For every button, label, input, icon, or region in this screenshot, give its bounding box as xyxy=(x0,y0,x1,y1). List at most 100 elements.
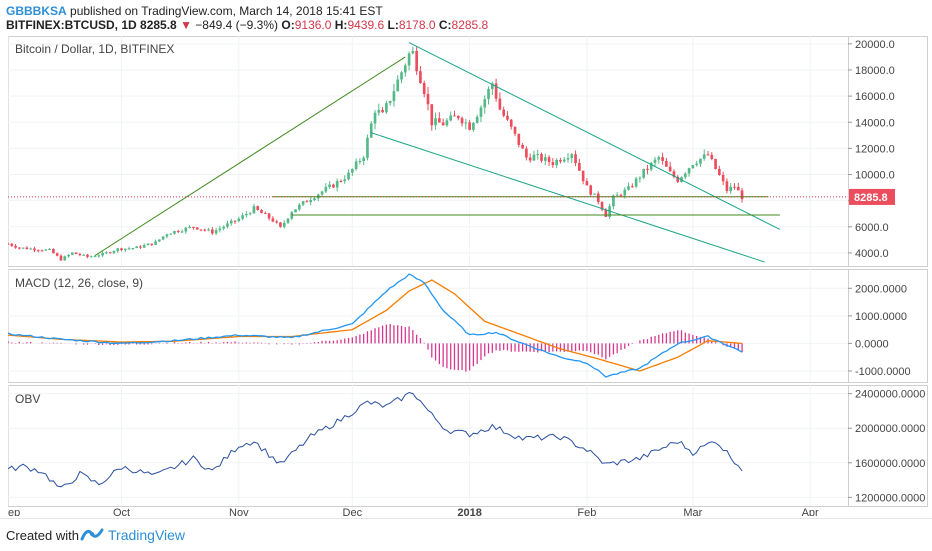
candle-body xyxy=(245,213,248,216)
candle-body xyxy=(301,201,305,205)
candle-body xyxy=(612,195,615,207)
candle-body xyxy=(67,254,70,257)
macd-pane-title: MACD (12, 26, close, 9) xyxy=(15,276,143,290)
candle-body xyxy=(78,254,82,256)
price-change: −849.4 (−9.3%) xyxy=(195,18,279,32)
chart-container[interactable]: ep Oct Nov Dec 2018 Feb Mar Apr 20000.0 18000.0 16… xyxy=(6,36,928,519)
candle-body xyxy=(487,89,490,100)
candle-body xyxy=(59,255,63,261)
candle-body xyxy=(438,118,441,123)
candle-body xyxy=(623,189,627,196)
candle-body xyxy=(687,168,691,174)
candle-body xyxy=(388,100,392,104)
candle-body xyxy=(226,223,229,227)
candle-body xyxy=(714,158,717,169)
high-label: H: xyxy=(334,18,348,32)
candle-body xyxy=(328,184,331,188)
candle-body xyxy=(578,163,581,171)
candle-body xyxy=(483,99,487,108)
macd-histogram xyxy=(7,324,743,372)
candle-body xyxy=(335,180,339,188)
candle-body xyxy=(403,65,407,73)
candle-body xyxy=(332,184,335,188)
last-price-tag xyxy=(849,188,895,205)
candle-body xyxy=(415,50,418,72)
candle-body xyxy=(237,218,241,222)
candle-body xyxy=(585,181,589,186)
candle-body xyxy=(581,170,585,182)
candle-body xyxy=(29,248,33,250)
candle-body xyxy=(82,254,85,256)
candle-body xyxy=(343,179,347,182)
macd-line xyxy=(7,273,743,378)
candle-body xyxy=(695,163,698,166)
candle-body xyxy=(441,122,445,126)
candle-body xyxy=(566,158,570,160)
candle-body xyxy=(464,122,468,124)
candle-body xyxy=(373,112,377,124)
candle-body xyxy=(710,154,714,159)
author-link[interactable]: GBBBKSA xyxy=(6,4,67,18)
candle-body xyxy=(419,71,422,84)
price-axis-tick-label: 4000.0 xyxy=(855,248,889,260)
candle-body xyxy=(657,157,661,160)
symbol-info-bar: BITFINEX:BTCUSD, 1D 8285.8 ▼ −849.4 (−9.… xyxy=(6,18,488,32)
candle-body xyxy=(180,231,184,233)
candle-body xyxy=(169,233,173,235)
tradingview-brand[interactable]: TradingView xyxy=(108,527,186,543)
candle-body xyxy=(392,91,396,101)
x-tick-label: Nov xyxy=(229,507,249,516)
candle-body xyxy=(101,253,104,256)
candle-body xyxy=(123,248,127,251)
price-axis-tick-label: 6000.0 xyxy=(855,222,889,234)
candle-body xyxy=(139,246,142,248)
candle-body xyxy=(653,159,657,163)
x-tick-label: Oct xyxy=(113,507,130,516)
candle-body xyxy=(422,83,426,95)
candle-body xyxy=(498,98,502,110)
candle-body xyxy=(275,221,278,223)
candle-body xyxy=(596,193,600,203)
x-tick-label: 2018 xyxy=(457,507,481,516)
pane-frame xyxy=(8,385,928,507)
candle-body xyxy=(165,234,169,237)
candle-body xyxy=(634,178,638,187)
obv-axis-tick-label: 1200000.0000 xyxy=(855,492,925,504)
candle-body xyxy=(472,122,475,130)
down-arrow-icon: ▼ xyxy=(180,18,192,32)
candle-body xyxy=(551,162,555,166)
trend-line xyxy=(94,56,406,256)
candle-body xyxy=(615,194,619,196)
candle-body xyxy=(733,186,736,188)
publish-info: GBBBKSA published on TradingView.com, Ma… xyxy=(6,3,383,19)
candle-body xyxy=(468,122,471,130)
candle-body xyxy=(218,228,222,231)
chart-svg[interactable]: ep Oct Nov Dec 2018 Feb Mar Apr 20000.0 18000.0 16… xyxy=(6,36,928,519)
candle-body xyxy=(305,201,309,203)
candle-body xyxy=(725,181,729,192)
candle-body xyxy=(260,210,263,214)
candle-body xyxy=(347,172,350,180)
candle-body xyxy=(339,180,343,182)
candle-body xyxy=(434,118,437,126)
candle-body xyxy=(184,227,188,232)
candle-body xyxy=(543,157,547,161)
candle-body xyxy=(600,202,604,210)
candle-body xyxy=(362,157,365,162)
candle-body xyxy=(309,200,313,203)
candle-body xyxy=(48,248,51,250)
candle-body xyxy=(33,248,36,251)
candle-body xyxy=(55,253,59,256)
candle-body xyxy=(40,250,44,252)
channel-bottom-line xyxy=(371,132,765,263)
candle-body xyxy=(593,193,596,195)
candle-body xyxy=(188,226,191,228)
obv-axis-tick-label: 2400000.0000 xyxy=(855,389,925,401)
candle-body xyxy=(411,50,415,54)
candle-body xyxy=(702,154,706,159)
candle-body xyxy=(6,243,10,245)
created-with-text: Created with xyxy=(6,528,79,543)
candle-body xyxy=(491,83,494,90)
candle-body xyxy=(718,168,721,175)
candle-body xyxy=(195,227,199,230)
